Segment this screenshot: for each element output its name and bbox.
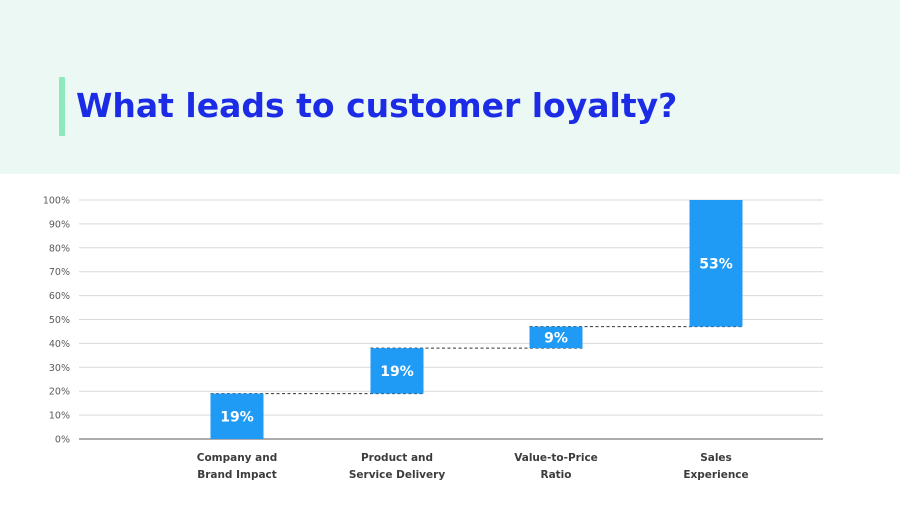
category-label: Ratio [540, 469, 571, 481]
bar [210, 393, 264, 439]
bar [689, 200, 743, 327]
data-labels: 19% 19% 9% 53% [220, 256, 733, 425]
title-accent-bar [59, 77, 65, 136]
y-tick-label: 0% [55, 435, 70, 446]
data-label: 53% [699, 256, 733, 272]
y-tick-label: 60% [49, 291, 70, 302]
y-tick-label: 100% [43, 196, 70, 207]
data-label: 9% [544, 330, 568, 346]
y-tick-label: 50% [49, 315, 70, 326]
y-tick-label: 90% [49, 219, 70, 230]
category-label: Sales [700, 452, 732, 464]
y-tick-label: 40% [49, 339, 70, 350]
category-label: Experience [683, 469, 748, 481]
category-label: Brand Impact [197, 469, 277, 481]
category-label: Company and [197, 452, 278, 464]
y-tick-label: 20% [49, 387, 70, 398]
page-title: What leads to customer loyalty? [76, 86, 678, 125]
chart-container: 0% 10% 20% 30% 40% 50% 60% 70% 80% 90% 100% 19% 19%… [0, 174, 900, 506]
header-banner [0, 0, 900, 174]
x-axis-categories: Company and Brand Impact Product and Servic… [197, 452, 749, 481]
y-tick-label: 30% [49, 363, 70, 374]
y-tick-label: 70% [49, 267, 70, 278]
waterfall-chart: 0%10%20%30%40%50%60%70%80%90%100% 19%19%… [43, 196, 823, 481]
bar [370, 348, 424, 394]
category-label: Product and [361, 452, 433, 464]
category-label: Value-to-Price [514, 452, 598, 464]
category-label: Service Delivery [349, 469, 445, 481]
y-axis-ticks: 0% 10% 20% 30% 40% 50% 60% 70% 80% 90% 100% [43, 196, 70, 446]
data-label: 19% [220, 409, 254, 425]
y-tick-label: 10% [49, 411, 70, 422]
bars [210, 200, 743, 439]
data-label: 19% [380, 364, 414, 380]
bar [529, 326, 583, 349]
y-tick-label: 80% [49, 243, 70, 254]
connector-lines [210, 326, 743, 395]
